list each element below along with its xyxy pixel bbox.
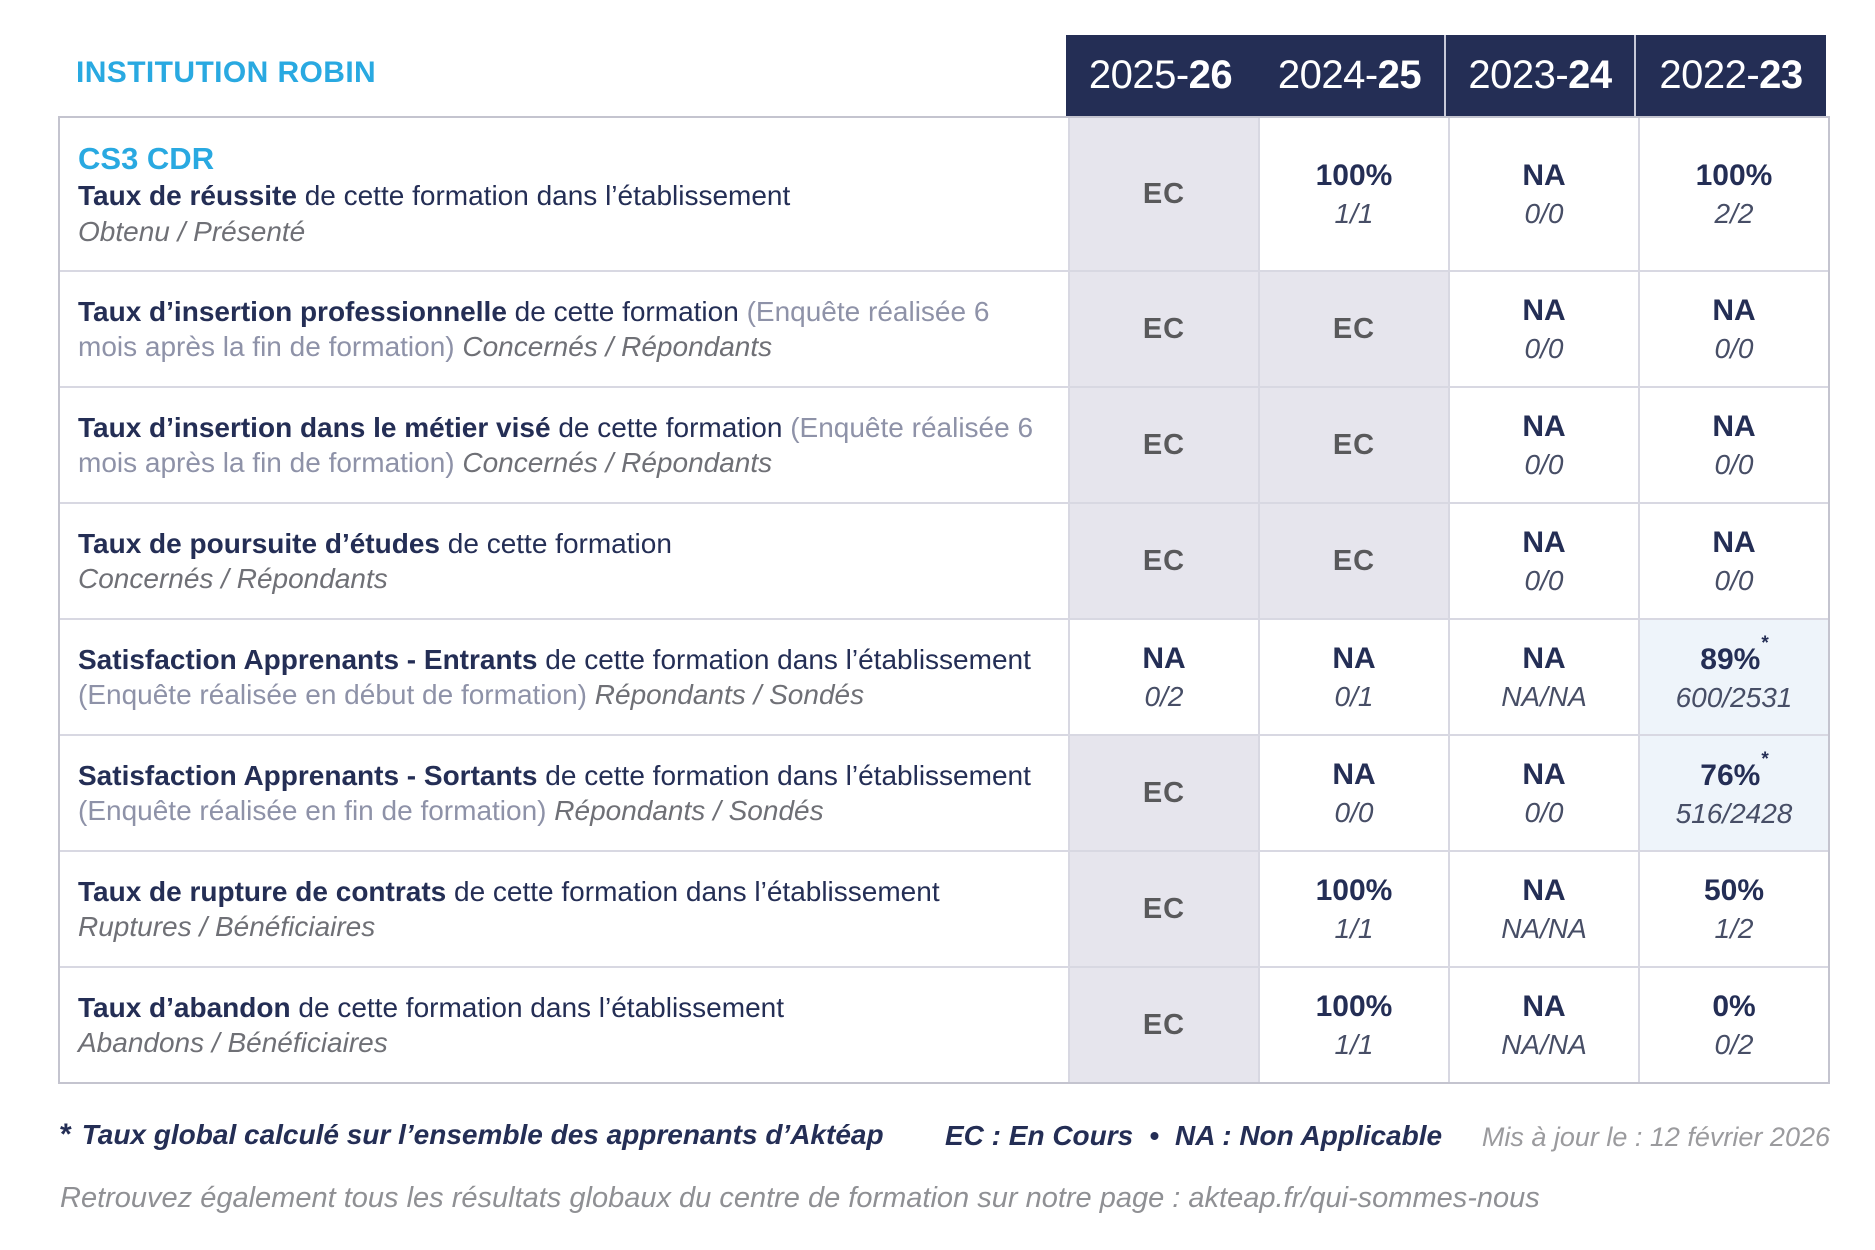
program-title: CS3 CDR	[78, 141, 215, 177]
cell-satisf-entrants-2025-26: NA 0/2	[1068, 618, 1258, 734]
cell-satisf-entrants-2022-23: 89%* 600/2531	[1638, 618, 1828, 734]
cell-satisf-sortants-2022-23: 76%* 516/2428	[1638, 734, 1828, 850]
global-rate-asterisk: *	[1761, 632, 1769, 654]
cell-rupture-2022-23: 50% 1/2	[1638, 850, 1828, 966]
year-2025-26: 2025-26	[1088, 53, 1233, 97]
row-label-poursuite-etudes: Taux de poursuite d’études de cette form…	[60, 502, 1068, 618]
global-rate-footnote: * Taux global calculé sur l’ensemble des …	[60, 1118, 884, 1151]
cell-abandon-2025-26: EC	[1068, 966, 1258, 1082]
asterisk: *	[60, 1118, 72, 1151]
cell-insertion-metier-2025-26: EC	[1068, 386, 1258, 502]
cell-insertion-metier-2022-23: NA 0/0	[1638, 386, 1828, 502]
year-header-band: 2025-26 2024-25 2023-24 2022-23	[1066, 35, 1826, 116]
cell-reussite-2025-26: EC	[1068, 118, 1258, 270]
cell-satisf-entrants-2023-24: NA NA/NA	[1448, 618, 1638, 734]
cell-insertion-metier-2024-25: EC	[1258, 386, 1448, 502]
row-label-rupture-contrats: Taux de rupture de contrats de cette for…	[60, 850, 1068, 966]
results-table: CS3 CDR Taux de réussite de cette format…	[58, 116, 1830, 1084]
cell-reussite-2024-25: 100% 1/1	[1258, 118, 1448, 270]
abbreviation-legend: EC : En Cours • NA : Non Applicable	[945, 1120, 1442, 1152]
bullet-separator: •	[1149, 1120, 1160, 1151]
cell-poursuite-2025-26: EC	[1068, 502, 1258, 618]
cell-insertion-metier-2023-24: NA 0/0	[1448, 386, 1638, 502]
row-label-satisfaction-entrants: Satisfaction Apprenants - Entrants de ce…	[60, 618, 1068, 734]
cell-poursuite-2023-24: NA 0/0	[1448, 502, 1638, 618]
legend-na: NA : Non Applicable	[1175, 1120, 1443, 1151]
cell-reussite-2022-23: 100% 2/2	[1638, 118, 1828, 270]
institution-title: INSTITUTION ROBIN	[76, 56, 377, 89]
year-2023-24: 2023-24	[1468, 53, 1612, 97]
cell-satisf-sortants-2023-24: NA 0/0	[1448, 734, 1638, 850]
header-divider	[1444, 35, 1446, 116]
cell-satisf-entrants-2024-25: NA 0/1	[1258, 618, 1448, 734]
global-results-note: Retrouvez également tous les résultats g…	[60, 1182, 1540, 1214]
cell-satisf-sortants-2025-26: EC	[1068, 734, 1258, 850]
row-label-satisfaction-sortants: Satisfaction Apprenants - Sortants de ce…	[60, 734, 1068, 850]
global-rate-asterisk: *	[1761, 748, 1769, 770]
row-label-insertion-metier: Taux d’insertion dans le métier visé de …	[60, 386, 1068, 502]
cell-rupture-2023-24: NA NA/NA	[1448, 850, 1638, 966]
cell-insertion-pro-2024-25: EC	[1258, 270, 1448, 386]
cell-rupture-2025-26: EC	[1068, 850, 1258, 966]
row-subtitle: Obtenu / Présenté	[78, 215, 306, 247]
row-subtitle: Ruptures / Bénéficiaires	[78, 911, 376, 942]
cell-abandon-2022-23: 0% 0/2	[1638, 966, 1828, 1082]
cell-satisf-sortants-2024-25: NA 0/0	[1258, 734, 1448, 850]
row-label-insertion-professionnelle: Taux d’insertion professionnelle de cett…	[60, 270, 1068, 386]
cell-poursuite-2022-23: NA 0/0	[1638, 502, 1828, 618]
year-header-block-3: 2022-23	[1636, 35, 1826, 116]
year-2022-23: 2022-23	[1659, 53, 1803, 97]
row-label-abandon: Taux d’abandon de cette formation dans l…	[60, 966, 1068, 1082]
header-divider	[1634, 35, 1636, 116]
row-subtitle: Abandons / Bénéficiaires	[78, 1027, 388, 1058]
year-header-block-1: 2025-26 2024-25	[1066, 35, 1444, 116]
cell-poursuite-2024-25: EC	[1258, 502, 1448, 618]
cell-reussite-2023-24: NA 0/0	[1448, 118, 1638, 270]
cell-insertion-pro-2022-23: NA 0/0	[1638, 270, 1828, 386]
cell-rupture-2024-25: 100% 1/1	[1258, 850, 1448, 966]
row-label-taux-reussite: CS3 CDR Taux de réussite de cette format…	[60, 118, 1068, 270]
updated-date: Mis à jour le : 12 février 2026	[1481, 1122, 1830, 1152]
cell-abandon-2023-24: NA NA/NA	[1448, 966, 1638, 1082]
row-subtitle: Concernés / Répondants	[78, 563, 388, 594]
year-2024-25: 2024-25	[1277, 53, 1422, 97]
cell-insertion-pro-2025-26: EC	[1068, 270, 1258, 386]
legend-ec: EC : En Cours	[945, 1120, 1134, 1151]
cell-abandon-2024-25: 100% 1/1	[1258, 966, 1448, 1082]
year-header-block-2: 2023-24	[1446, 35, 1634, 116]
cell-insertion-pro-2023-24: NA 0/0	[1448, 270, 1638, 386]
